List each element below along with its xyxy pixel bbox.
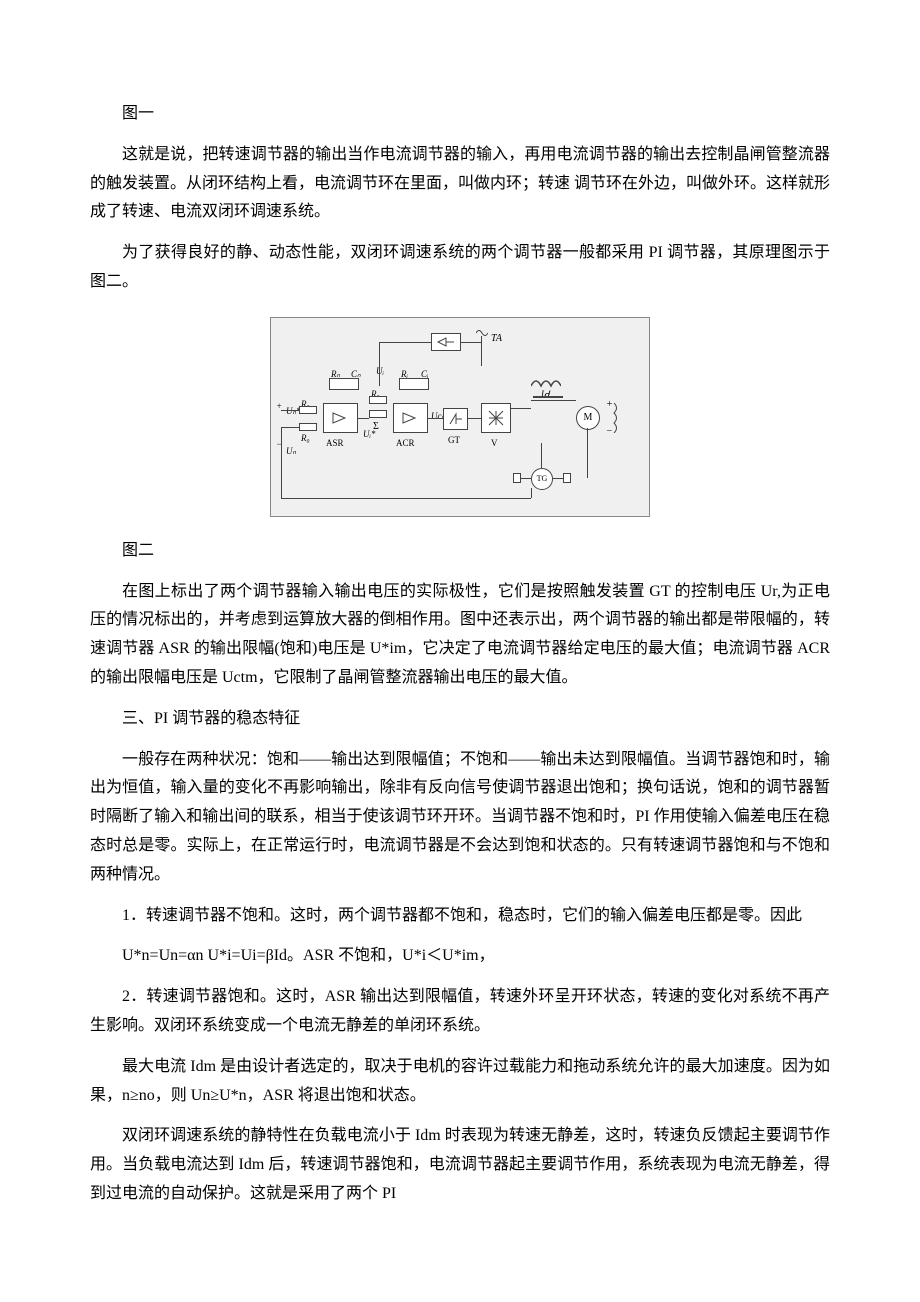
paragraph-3: 在图上标出了两个调节器输入输出电压的实际极性，它们是按照触发装置 GT 的控制电… bbox=[90, 578, 830, 693]
section-3-heading: 三、PI 调节器的稳态特征 bbox=[90, 705, 830, 734]
figure-2-diagram: TA Rₙ Cₙ Uᵢ Rᵢ Cᵢ + Uₙ* bbox=[90, 317, 830, 517]
paragraph-6: U*n=Un=αn U*i=Ui=βId。ASR 不饱和，U*i＜U*im， bbox=[90, 942, 830, 971]
paragraph-5: 1．转速调节器不饱和。这时，两个调节器都不饱和，稳态时，它们的输入偏差电压都是零… bbox=[90, 902, 830, 931]
paragraph-4: 一般存在两种状况：饱和——输出达到限幅值；不饱和——输出未达到限幅值。当调节器饱… bbox=[90, 746, 830, 890]
paragraph-9: 双闭环调速系统的静特性在负载电流小于 Idm 时表现为转速无静差，这时，转速负反… bbox=[90, 1122, 830, 1208]
paragraph-1: 这就是说，把转速调节器的输出当作电流调节器的输入，再用电流调节器的输出去控制晶闸… bbox=[90, 141, 830, 227]
paragraph-2: 为了获得良好的静、动态性能，双闭环调速系统的两个调节器一般都采用 PI 调节器，… bbox=[90, 239, 830, 297]
paragraph-7: 2．转速调节器饱和。这时，ASR 输出达到限幅值，转速外环呈开环状态，转速的变化… bbox=[90, 983, 830, 1041]
figure-2-caption: 图二 bbox=[90, 537, 830, 566]
tg-circle: TG bbox=[531, 468, 553, 490]
figure-1-caption: 图一 bbox=[90, 100, 830, 129]
paragraph-8: 最大电流 Idm 是由设计者选定的，取决于电机的容许过载能力和拖动系统允许的最大… bbox=[90, 1053, 830, 1111]
